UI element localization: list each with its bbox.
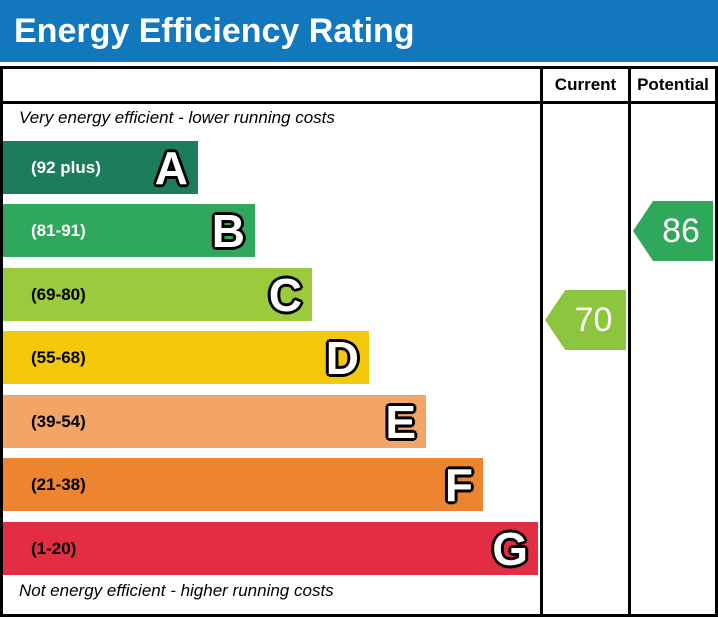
- band-row-d: (55-68) D: [3, 331, 369, 384]
- column-header-current: Current: [554, 75, 617, 94]
- potential-rating-marker: 86: [633, 201, 713, 261]
- band-range-label: (92 plus): [31, 157, 101, 177]
- bottom-note: Not energy efficient - higher running co…: [19, 581, 334, 600]
- header-underline: [3, 101, 715, 104]
- band-range-label: (69-80): [31, 284, 86, 304]
- column-header-potential: Potential: [637, 75, 709, 94]
- divider-potential-column: [628, 69, 631, 614]
- current-rating-marker: 70: [545, 290, 626, 350]
- top-note: Very energy efficient - lower running co…: [19, 108, 335, 127]
- divider-current-column: [540, 69, 543, 614]
- band-row-a: (92 plus) A: [3, 141, 198, 194]
- page-title: Energy Efficiency Rating: [14, 11, 415, 50]
- band-row-b: (81-91) B: [3, 204, 255, 257]
- epc-rating-table: Current Potential Very energy efficient …: [0, 66, 718, 617]
- band-range-label: (39-54): [31, 411, 86, 431]
- potential-rating-value: 86: [662, 211, 700, 250]
- current-rating-value: 70: [574, 300, 613, 339]
- band-range-label: (21-38): [31, 474, 86, 494]
- band-row-f: (21-38) F: [3, 458, 483, 511]
- band-letter: E: [385, 395, 416, 448]
- band-letter: C: [268, 268, 302, 321]
- band-row-c: (69-80) C: [3, 268, 312, 321]
- band-letter: F: [444, 458, 473, 511]
- band-range-label: (81-91): [31, 220, 86, 240]
- band-range-label: (55-68): [31, 347, 86, 367]
- title-banner: Energy Efficiency Rating: [0, 0, 718, 62]
- band-letter: B: [211, 204, 245, 257]
- band-range-label: (1-20): [31, 538, 77, 558]
- band-letter: G: [492, 522, 528, 575]
- band-letter: D: [325, 331, 359, 384]
- band-row-g: (1-20) G: [3, 522, 538, 575]
- band-letter: A: [154, 141, 188, 194]
- band-row-e: (39-54) E: [3, 395, 426, 448]
